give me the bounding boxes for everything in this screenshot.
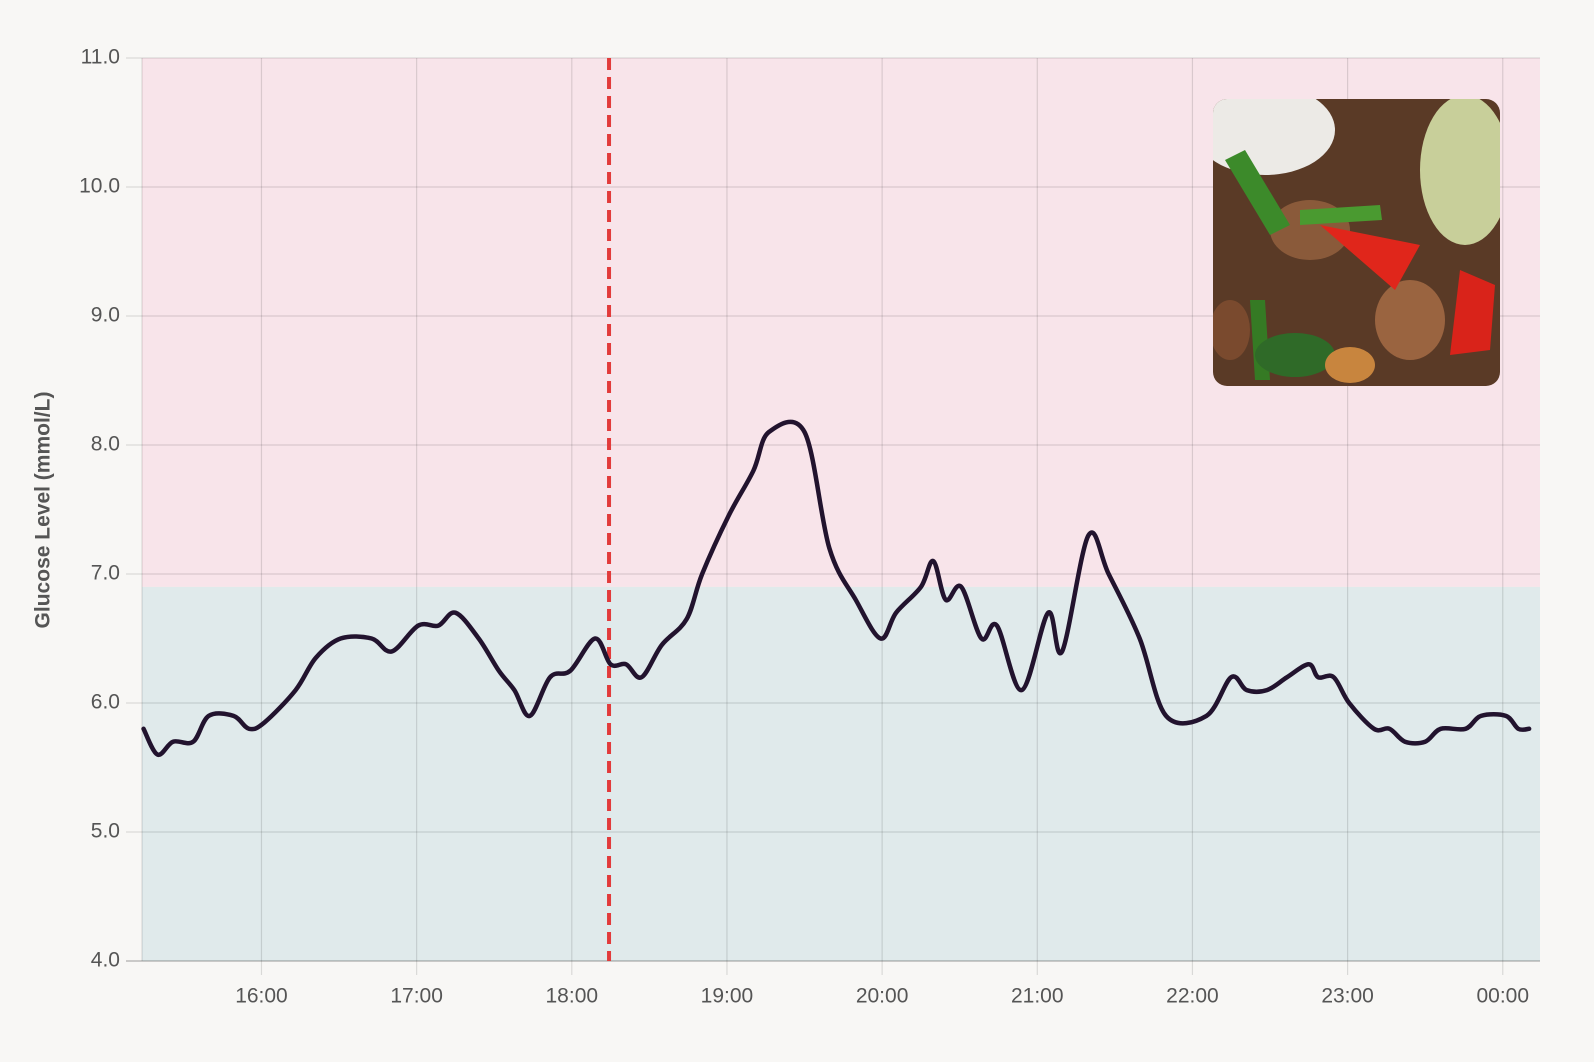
y-tick-label: 9.0 — [91, 304, 120, 327]
x-tick-label: 22:00 — [1166, 985, 1219, 1008]
x-tick-label: 16:00 — [235, 985, 288, 1008]
y-tick-label: 4.0 — [91, 949, 120, 972]
y-tick-label: 8.0 — [91, 433, 120, 456]
y-tick-label: 11.0 — [81, 46, 120, 69]
y-tick-label: 5.0 — [91, 820, 120, 843]
x-tick-label: 17:00 — [390, 985, 443, 1008]
x-tick-label: 23:00 — [1321, 985, 1374, 1008]
x-tick-label: 19:00 — [701, 985, 754, 1008]
x-tick-label: 21:00 — [1011, 985, 1064, 1008]
y-tick-label: 10.0 — [79, 175, 120, 198]
y-axis-label: Glucose Level (mmol/L) — [32, 392, 55, 629]
x-tick-label: 20:00 — [856, 985, 909, 1008]
food-photo — [1213, 99, 1500, 386]
glucose-line — [141, 419, 1532, 757]
x-tick-label: 00:00 — [1476, 985, 1529, 1008]
y-tick-label: 6.0 — [91, 691, 120, 714]
y-tick-label: 7.0 — [91, 562, 120, 585]
normal-range-band — [142, 586, 1540, 961]
x-tick-label: 18:00 — [546, 985, 599, 1008]
